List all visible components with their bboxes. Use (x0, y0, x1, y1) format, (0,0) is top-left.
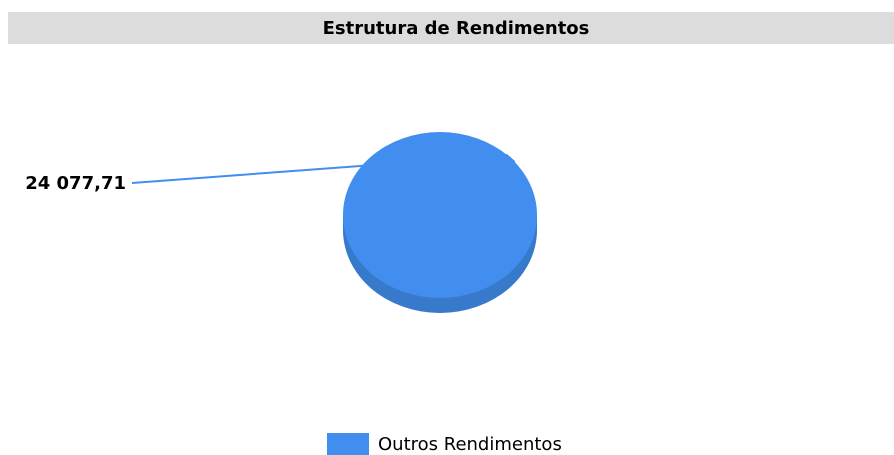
chart-title: Estrutura de Rendimentos (323, 18, 590, 39)
legend-swatch (327, 433, 369, 455)
pie-slice (343, 132, 537, 298)
data-label: 24 077,71 (25, 173, 126, 194)
title-bar (8, 12, 894, 44)
leader-line (131, 154, 516, 184)
legend-label: Outros Rendimentos (378, 434, 562, 455)
